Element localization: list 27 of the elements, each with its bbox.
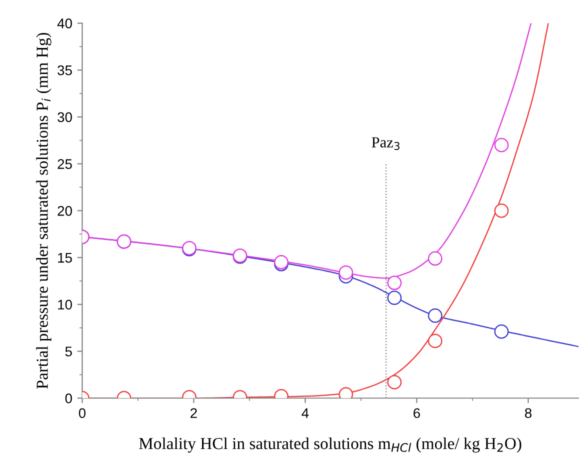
point xyxy=(428,334,442,348)
y-tick-label: 15 xyxy=(58,253,72,263)
y-tick-label: 30 xyxy=(58,112,72,122)
point xyxy=(494,203,509,218)
x-tick-label: 8 xyxy=(524,408,532,418)
x-tick-label: 4 xyxy=(302,408,309,418)
point xyxy=(494,324,509,339)
y-tick-label: 0 xyxy=(65,393,72,404)
x-axis-title: Molality HCl in saturated solutions m$_{HCl}$ (mole/ kg H$_{2}$O) xyxy=(139,437,522,453)
y-tick-label: 25 xyxy=(58,159,72,169)
x-tick-label: 6 xyxy=(414,408,420,418)
point xyxy=(387,374,402,390)
y-axis-title: Partial pressure under saturated solutions P$_{i}$ (mm Hg) xyxy=(36,32,52,389)
y-tick-label: 20 xyxy=(58,206,72,216)
point xyxy=(387,276,402,290)
point xyxy=(338,265,354,280)
y-tick-label: 40 xyxy=(57,18,72,28)
x-tick-label: 0 xyxy=(78,408,86,418)
y-tick-label: 10 xyxy=(58,300,72,310)
point xyxy=(428,251,442,266)
ref-line-label: Paz$_{3}$ xyxy=(372,137,400,150)
point xyxy=(428,308,442,323)
point xyxy=(494,138,509,152)
point xyxy=(387,290,402,306)
y-tick-label: 35 xyxy=(58,65,72,76)
x-tick-label: 2 xyxy=(190,408,197,418)
y-tick-label: 5 xyxy=(65,346,72,356)
